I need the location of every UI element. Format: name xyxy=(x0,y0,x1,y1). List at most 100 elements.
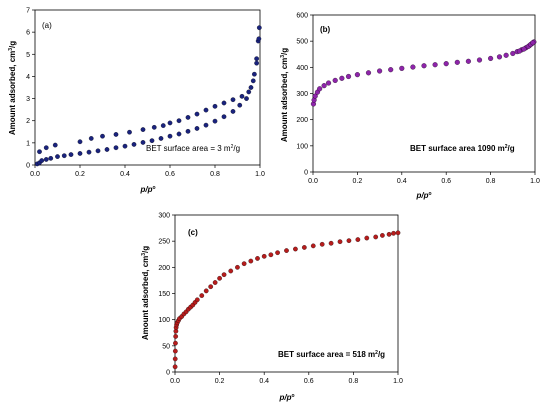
data-point-c-s0-22 xyxy=(212,280,218,285)
data-point-c-s0-3 xyxy=(173,340,178,346)
data-point-c-s0-36 xyxy=(310,243,316,249)
data-point-a-s1-4 xyxy=(88,136,94,141)
data-point-c-s0-39 xyxy=(337,239,343,245)
data-point-c-s0-20 xyxy=(203,288,209,294)
x-axis-title-a: p/po xyxy=(139,185,155,194)
data-point-b-s0-15 xyxy=(410,64,416,70)
data-point-c-s0-0 xyxy=(172,364,178,370)
data-point-c-s0-38 xyxy=(328,240,334,246)
data-point-a-s1-0 xyxy=(37,149,42,155)
y-tick-label-a-5: 5 xyxy=(26,52,30,59)
data-point-a-s0-24 xyxy=(221,114,227,120)
data-point-a-s0-25 xyxy=(230,109,236,114)
y-tick-label-c-5: 250 xyxy=(158,239,170,246)
data-points-a xyxy=(34,25,262,167)
data-point-a-s0-7 xyxy=(68,152,74,157)
data-point-a-s0-17 xyxy=(158,136,164,141)
data-point-c-s0-29 xyxy=(255,256,260,261)
data-point-b-s0-19 xyxy=(454,59,460,65)
plot-frame-a xyxy=(34,9,261,166)
data-point-a-s1-5 xyxy=(100,133,105,139)
data-points-c xyxy=(172,230,401,370)
data-point-a-s0-13 xyxy=(122,143,128,149)
data-point-a-s1-18 xyxy=(230,97,236,103)
data-point-b-s0-10 xyxy=(354,72,360,78)
y-tick-label-b-3: 300 xyxy=(296,91,308,98)
x-tick-label-b-1: 0.2 xyxy=(353,178,363,185)
data-point-c-s0-21 xyxy=(208,284,214,290)
x-tick-label-c-0: 0.0 xyxy=(170,378,180,385)
panel-label-b: (b) xyxy=(320,25,331,34)
data-point-c-s0-31 xyxy=(268,252,274,258)
data-point-a-s1-22 xyxy=(254,60,259,66)
data-point-a-s1-6 xyxy=(113,132,119,137)
data-point-c-s0-2 xyxy=(172,348,178,354)
data-point-a-s0-2 xyxy=(39,158,45,163)
chart-panel-b: (b) BET surface area 1090 m2/g p/po Amou… xyxy=(280,13,540,201)
data-point-a-s0-16 xyxy=(149,138,155,143)
data-point-b-s0-2 xyxy=(312,93,318,99)
data-point-b-s0-9 xyxy=(345,73,352,80)
x-tick-label-c-3: 0.6 xyxy=(304,378,314,385)
panel-label-c: (c) xyxy=(188,228,198,237)
data-point-a-s0-12 xyxy=(113,145,119,151)
y-axis-title-c: Amount adsorbed, cm3/g xyxy=(141,246,150,340)
data-point-b-s0-4 xyxy=(317,86,323,92)
data-point-b-s0-5 xyxy=(321,83,327,89)
data-point-a-s0-21 xyxy=(194,126,200,131)
data-point-a-s1-14 xyxy=(194,111,200,117)
x-tick-label-a-3: 0.6 xyxy=(165,171,175,178)
panel-label-a: (a) xyxy=(42,21,52,30)
data-point-b-s1-1 xyxy=(521,46,527,52)
data-point-b-s0-22 xyxy=(488,55,494,61)
data-point-c-s0-27 xyxy=(241,261,247,267)
x-tick-label-a-4: 0.8 xyxy=(210,171,220,178)
y-axis-title-a: Amount adsorbed, cm3/g xyxy=(8,41,17,135)
y-tick-label-b-2: 200 xyxy=(296,117,308,124)
y-tick-label-a-1: 1 xyxy=(26,140,30,147)
data-point-b-s0-12 xyxy=(377,68,383,74)
data-point-c-s0-23 xyxy=(217,275,222,281)
bet-annotation-a: BET surface area = 3 m2/g xyxy=(146,144,240,153)
data-point-a-s1-7 xyxy=(127,129,132,135)
data-point-b-s0-6 xyxy=(325,80,332,86)
data-point-b-s1-0 xyxy=(516,48,523,54)
x-tick-label-c-1: 0.2 xyxy=(215,378,225,385)
data-point-a-s1-13 xyxy=(185,115,191,120)
data-point-a-s1-3 xyxy=(77,139,83,145)
y-tick-label-a-0: 0 xyxy=(26,163,30,170)
x-tick-label-c-2: 0.4 xyxy=(259,378,269,385)
data-point-a-s1-9 xyxy=(151,125,157,130)
x-tick-label-b-5: 1.0 xyxy=(530,178,540,185)
data-point-b-s0-24 xyxy=(503,52,509,58)
data-point-a-s0-23 xyxy=(212,118,218,124)
axis-ticks-c: 0.0 0.2 0.4 0.6 0.8 1.0 0 50 100 150 200 250 300 xyxy=(158,213,403,386)
data-point-a-s0-3 xyxy=(43,157,49,162)
y-tick-label-b-5: 500 xyxy=(296,39,308,46)
y-tick-label-b-4: 400 xyxy=(296,65,308,72)
chart-panel-a: (a) BET surface area = 3 m2/g p/po Amoun… xyxy=(8,8,265,195)
bet-annotation-b: BET surface area 1090 m2/g xyxy=(410,144,515,153)
data-point-a-s0-11 xyxy=(104,147,110,152)
data-point-b-s0-16 xyxy=(421,63,427,69)
y-tick-label-b-1: 100 xyxy=(296,143,308,150)
data-point-a-s0-26 xyxy=(237,102,243,108)
data-point-a-s1-17 xyxy=(221,100,227,106)
data-point-c-s0-32 xyxy=(275,250,280,256)
x-tick-label-b-3: 0.6 xyxy=(441,178,451,185)
data-point-a-s0-18 xyxy=(167,133,173,139)
y-tick-label-b-0: 0 xyxy=(304,170,308,177)
data-point-c-s0-1 xyxy=(172,356,178,362)
bet-annotation-c: BET surface area = 518 m2/g xyxy=(278,350,385,359)
data-point-a-s1-12 xyxy=(176,118,182,124)
data-point-a-s0-8 xyxy=(77,151,83,156)
chart-panel-c: (c) BET surface area = 518 m2/g p/po Amo… xyxy=(141,213,403,403)
data-point-a-s0-5 xyxy=(55,154,60,159)
data-points-b xyxy=(310,39,537,107)
axis-ticks-b: 0.0 0.2 0.4 0.6 0.8 1.0 0 100 200 300 400 500 600 xyxy=(296,13,540,186)
data-point-c-s0-24 xyxy=(221,272,227,278)
data-point-a-s0-22 xyxy=(203,122,209,128)
axis-ticks-a: 0.0 0.2 0.4 0.6 0.8 1.0 0 1 2 3 4 5 6 7 xyxy=(26,8,265,179)
data-point-a-s1-1 xyxy=(43,145,49,151)
